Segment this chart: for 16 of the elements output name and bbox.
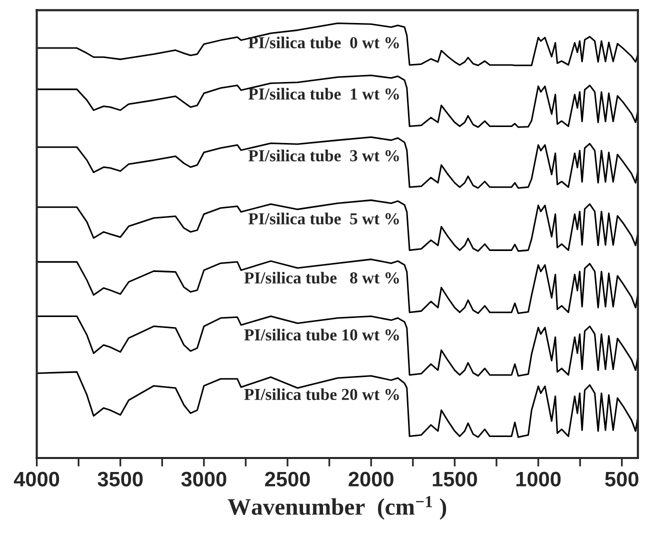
series-label: PI/silica tube 0 wt % bbox=[248, 36, 399, 48]
x-axis-title: Wavenumber (cm$^{−1}$ ) bbox=[228, 496, 446, 520]
series-label: PI/silica tube 8 wt % bbox=[244, 272, 399, 284]
x-tick-label: 1000 bbox=[516, 472, 561, 487]
x-tick-label: 2000 bbox=[348, 472, 394, 487]
x-tick-label: 2500 bbox=[265, 472, 310, 487]
series-label: PI/silica tube 5 wt % bbox=[248, 212, 399, 224]
series-label: PI/silica tube 20 wt % bbox=[244, 388, 399, 400]
series-label: PI/silica tube 10 wt % bbox=[244, 328, 399, 341]
x-tick-label: 4000 bbox=[14, 472, 60, 487]
x-tick-label: 500 bbox=[605, 472, 638, 487]
x-tick-label: 1500 bbox=[432, 472, 478, 487]
series-label: PI/silica tube 1 wt % bbox=[248, 88, 399, 100]
x-tick-label: 3000 bbox=[181, 472, 226, 487]
x-tick-label: 3500 bbox=[98, 472, 143, 487]
series-label: PI/silica tube 3 wt % bbox=[248, 150, 399, 162]
